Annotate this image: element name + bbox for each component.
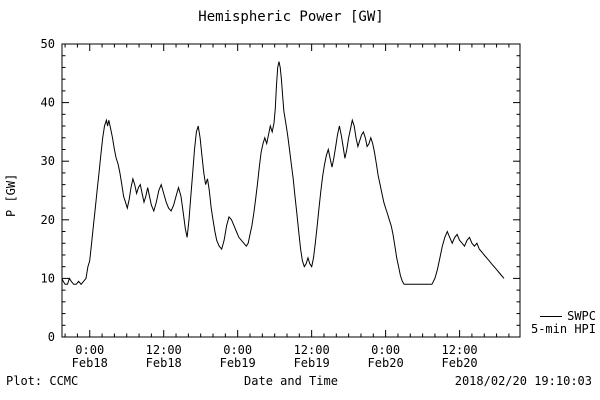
x-tick-time-label: 0:00	[371, 343, 400, 357]
x-tick-time-label: 12:00	[294, 343, 330, 357]
y-tick-label: 30	[41, 154, 55, 168]
legend-source-label: SWPC	[567, 309, 596, 323]
x-tick-date-label: Feb19	[294, 356, 330, 370]
legend-series-label: 5-min HPI	[530, 322, 596, 336]
legend-row-source: SWPC	[531, 310, 596, 323]
legend: SWPC 5-min HPI	[531, 310, 596, 336]
chart-title: Hemispheric Power [GW]	[198, 9, 384, 25]
y-tick-label: 20	[41, 213, 55, 227]
hpi-data-line	[61, 61, 505, 286]
x-tick-time-label: 0:00	[75, 343, 104, 357]
x-tick-date-label: Feb20	[442, 356, 478, 370]
x-tick-date-label: Feb19	[220, 356, 256, 370]
plot-credit: Plot: CCMC	[6, 374, 79, 388]
legend-line-sample-icon	[540, 316, 563, 317]
x-tick-date-label: Feb20	[368, 356, 404, 370]
x-axis-label: Date and Time	[244, 374, 338, 388]
x-tick-time-label: 0:00	[223, 343, 252, 357]
plot-timestamp: 2018/02/20 19:10:03	[454, 374, 592, 388]
y-tick-label: 10	[41, 271, 55, 285]
x-tick-time-label: 12:00	[146, 343, 182, 357]
x-tick-date-label: Feb18	[146, 356, 182, 370]
x-tick-date-label: Feb18	[72, 356, 108, 370]
y-tick-label: 40	[41, 96, 55, 110]
y-tick-label: 50	[41, 37, 55, 51]
x-tick-time-label: 12:00	[442, 343, 478, 357]
plot-frame	[61, 43, 521, 338]
y-tick-label: 0	[48, 330, 55, 344]
